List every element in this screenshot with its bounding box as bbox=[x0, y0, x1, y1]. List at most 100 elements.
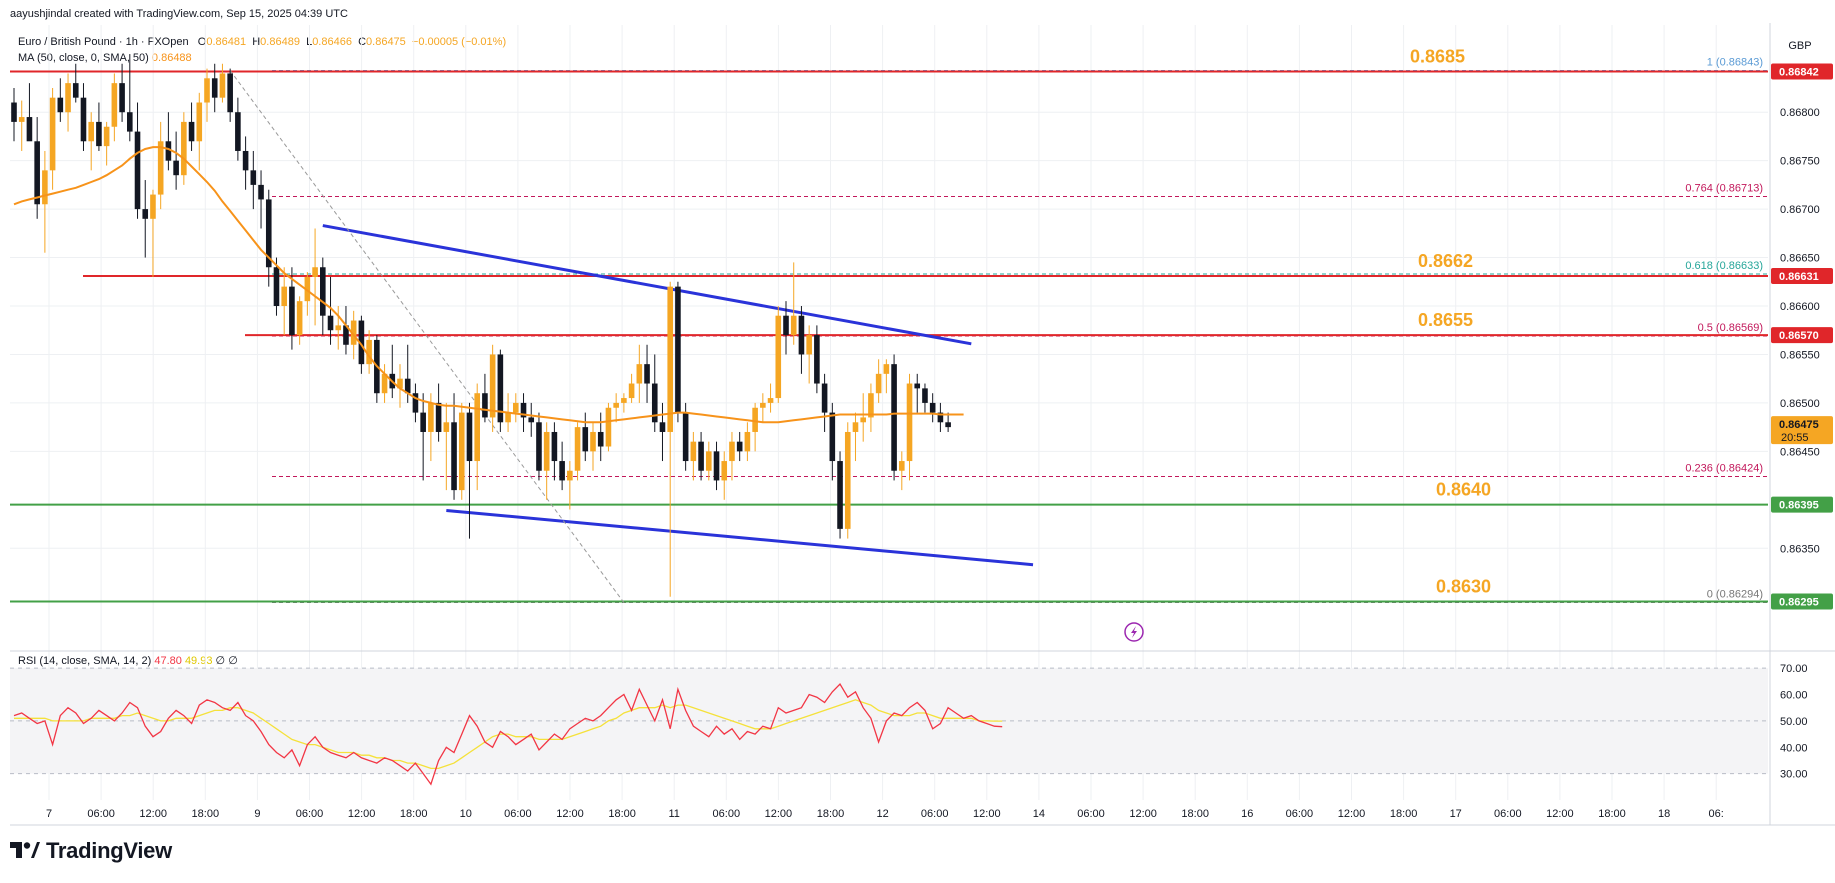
resistance-0.8685-axis-tag bbox=[1771, 63, 1833, 80]
symbol-legend[interactable]: Euro / British Pound · 1h · FXOpen O0.86… bbox=[18, 36, 506, 48]
candle-body bbox=[868, 393, 874, 418]
time-tick-label: 06:00 bbox=[1077, 808, 1105, 820]
candle bbox=[528, 402, 535, 437]
ma50-line bbox=[13, 146, 964, 424]
candle-body bbox=[196, 102, 203, 142]
time-tick-label: 12:00 bbox=[139, 808, 167, 820]
candle bbox=[157, 121, 164, 210]
candle bbox=[844, 422, 851, 539]
candle-body bbox=[659, 422, 666, 432]
time-axis: 7 06:00 12:00 18:00 9 06:00 12:00 18:00 10 06:00 1… bbox=[46, 808, 1724, 820]
candle-body bbox=[520, 402, 527, 418]
candle bbox=[65, 73, 71, 132]
time-tick-label: 12:00 bbox=[1338, 808, 1366, 820]
candle bbox=[289, 267, 295, 350]
time-tick-label: 16 bbox=[1241, 808, 1253, 820]
tradingview-logo[interactable]: TradingView bbox=[10, 838, 172, 864]
candle-body bbox=[891, 364, 897, 471]
resistance-0.8662-axis-tag-text: 0.86631 bbox=[1779, 271, 1819, 283]
candle-body bbox=[860, 417, 866, 423]
candle bbox=[852, 412, 859, 462]
candle-body bbox=[111, 83, 118, 127]
candle-body bbox=[482, 393, 488, 418]
tradingview-brand: TradingView bbox=[46, 838, 172, 863]
support-0.8630-label: 0.8630 bbox=[1436, 577, 1491, 597]
candle bbox=[790, 262, 797, 345]
price-tick-label: 0.86750 bbox=[1780, 156, 1820, 168]
resistance-0.8685-label: 0.8685 bbox=[1410, 47, 1465, 67]
currency-label: GBP bbox=[1788, 40, 1811, 52]
event-lightning-bolt bbox=[1131, 626, 1137, 638]
time-tick-label: 7 bbox=[46, 808, 52, 820]
time-tick-label: 18:00 bbox=[1598, 808, 1626, 820]
candle-body bbox=[636, 364, 643, 384]
candle bbox=[536, 412, 542, 481]
candle bbox=[127, 54, 133, 142]
candle-body bbox=[227, 73, 233, 113]
candle-body bbox=[211, 78, 218, 98]
time-tick-label: 14 bbox=[1033, 808, 1045, 820]
rsi-tick-label: 60.00 bbox=[1780, 690, 1808, 702]
candle-body bbox=[466, 412, 473, 462]
candle-body bbox=[335, 325, 342, 331]
candle-body bbox=[628, 383, 635, 399]
candle-body bbox=[296, 301, 303, 336]
candle-body bbox=[157, 141, 164, 195]
candle-body bbox=[366, 339, 372, 365]
candle-body bbox=[497, 354, 504, 423]
time-tick-label: 18:00 bbox=[608, 808, 636, 820]
candle-body bbox=[289, 286, 295, 336]
candle-body bbox=[165, 141, 172, 161]
ohlc-h-label: H bbox=[252, 36, 261, 48]
ma-legend[interactable]: MA (50, close, 0, SMA, 50) 0.86488 bbox=[18, 52, 192, 64]
candle-body bbox=[883, 364, 890, 374]
time-tick-label: 06:00 bbox=[1494, 808, 1522, 820]
candle bbox=[551, 422, 558, 481]
time-tick-label: 17 bbox=[1450, 808, 1462, 820]
time-tick-label: 18:00 bbox=[400, 808, 428, 820]
time-tick-label: 06: bbox=[1709, 808, 1724, 820]
candle bbox=[597, 412, 604, 462]
candle-body bbox=[929, 402, 936, 413]
candle bbox=[860, 393, 866, 442]
price-tick-label: 0.86450 bbox=[1780, 446, 1820, 458]
time-tick-label: 12:00 bbox=[973, 808, 1001, 820]
candle-body bbox=[729, 441, 735, 462]
candle bbox=[929, 393, 936, 423]
candle-body bbox=[150, 194, 156, 219]
candle-body bbox=[397, 378, 403, 389]
candle-body bbox=[783, 315, 789, 336]
candle bbox=[111, 73, 118, 142]
candle-body bbox=[420, 412, 426, 432]
candle-body bbox=[513, 402, 519, 413]
candle-body bbox=[443, 422, 450, 432]
candle bbox=[582, 412, 589, 462]
candle bbox=[651, 354, 658, 432]
candle-body bbox=[26, 117, 33, 142]
candle bbox=[489, 344, 496, 432]
candle-body bbox=[34, 141, 40, 205]
candle-body bbox=[80, 97, 87, 142]
candle bbox=[165, 112, 172, 171]
candle bbox=[744, 422, 751, 462]
candle bbox=[204, 68, 210, 122]
candle bbox=[49, 87, 56, 190]
ma-value: 0.86488 bbox=[151, 52, 192, 64]
candle-body bbox=[713, 451, 720, 481]
candle-body bbox=[451, 422, 457, 491]
candle-body bbox=[11, 102, 17, 122]
candle bbox=[142, 180, 149, 258]
ohlc-close: 0.86475 bbox=[366, 36, 406, 48]
candle-body bbox=[173, 160, 179, 176]
candle-body bbox=[404, 378, 411, 394]
candle bbox=[281, 267, 287, 336]
candle-body bbox=[837, 461, 843, 529]
support-0.8630-axis-tag bbox=[1771, 593, 1833, 610]
price-tick-label: 0.86650 bbox=[1780, 253, 1820, 265]
candle-body bbox=[721, 461, 728, 481]
candle bbox=[945, 412, 951, 432]
resistance-0.8685-axis-tag-text: 0.86842 bbox=[1779, 67, 1819, 79]
candle-body bbox=[57, 97, 64, 113]
